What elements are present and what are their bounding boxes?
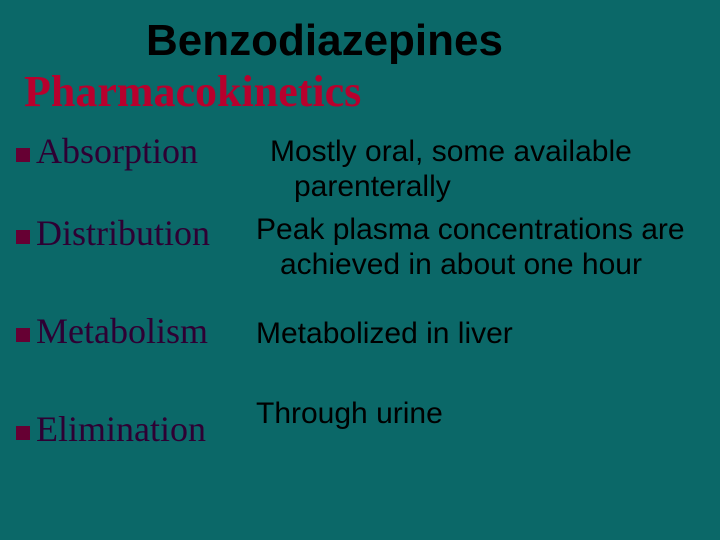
- bullet-icon: [16, 328, 30, 342]
- bullet-label: Metabolism: [36, 310, 208, 352]
- bullet-desc: Metabolized in liver: [256, 316, 696, 351]
- bullet-desc: Mostly oral, some available parenterally: [270, 134, 700, 205]
- bullet-icon: [16, 426, 30, 440]
- bullet-label: Elimination: [36, 408, 206, 450]
- bullet-label: Absorption: [36, 130, 198, 172]
- slide-title: Benzodiazepines: [146, 16, 503, 66]
- bullet-label: Distribution: [36, 212, 210, 254]
- bullet-icon: [16, 230, 30, 244]
- bullet-desc: Peak plasma concentrations are achieved …: [256, 212, 716, 283]
- bullet-desc: Through urine: [256, 396, 696, 431]
- slide-subtitle: Pharmacokinetics: [24, 66, 361, 117]
- bullet-icon: [16, 148, 30, 162]
